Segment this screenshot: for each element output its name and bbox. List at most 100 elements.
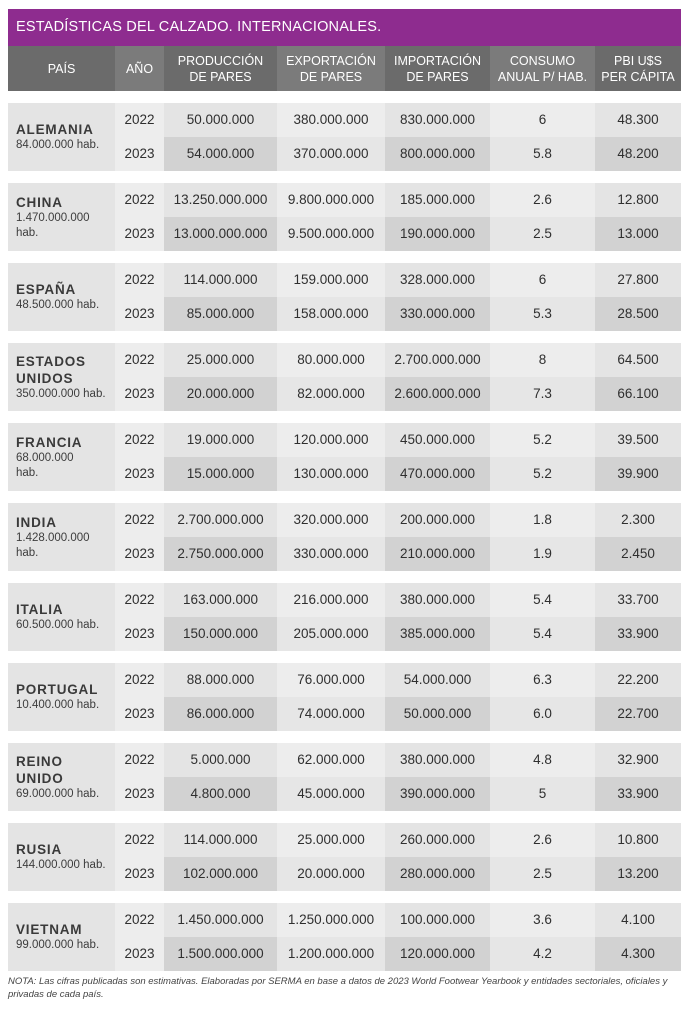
- table-row: 2023 102.000.000 20.000.000 280.000.000 2.5 1…: [8, 857, 681, 891]
- gdp-cell: 4.300: [595, 937, 681, 971]
- export-cell: 159.000.000: [277, 263, 385, 297]
- year-cell: 2022: [115, 663, 164, 697]
- consumption-cell: 8: [490, 343, 595, 377]
- table-row: 2022 25.000.000 80.000.000 2.700.000.000 8 64…: [8, 343, 681, 377]
- import-cell: 50.000.000: [385, 697, 490, 731]
- consumption-cell: 5.4: [490, 617, 595, 651]
- import-cell: 450.000.000: [385, 423, 490, 457]
- import-cell: 280.000.000: [385, 857, 490, 891]
- production-cell: 114.000.000: [164, 263, 277, 297]
- consumption-cell: 5.3: [490, 297, 595, 331]
- gdp-cell: 39.500: [595, 423, 681, 457]
- country-name: INDIA: [16, 514, 57, 530]
- year-cell: 2022: [115, 343, 164, 377]
- export-cell: 9.500.000.000: [277, 217, 385, 251]
- country-population: 99.000.000 hab.: [16, 939, 100, 951]
- header-exportacion-line1: EXPORTACIÓN: [286, 53, 376, 68]
- gdp-cell: 48.300: [595, 103, 681, 137]
- header-ano-label: AÑO: [125, 61, 154, 76]
- export-cell: 76.000.000: [277, 663, 385, 697]
- country-group: 2022 1.450.000.000 1.250.000.000 100.000.00…: [8, 903, 681, 971]
- export-cell: 380.000.000: [277, 103, 385, 137]
- header-produccion-line2: DE PARES: [189, 69, 252, 84]
- country-cell: ESTADOS UNIDOS 350.000.000 hab.: [8, 343, 115, 411]
- production-cell: 13.250.000.000: [164, 183, 277, 217]
- consumption-cell: 5.8: [490, 137, 595, 171]
- header-importacion-line2: DE PARES: [406, 69, 469, 84]
- production-cell: 5.000.000: [164, 743, 277, 777]
- consumption-cell: 6: [490, 103, 595, 137]
- country-population: 144.000.000 hab.: [16, 859, 106, 871]
- table-row: 2022 163.000.000 216.000.000 380.000.000 5.4…: [8, 583, 681, 617]
- country-cell: INDIA 1.428.000.000 hab.: [8, 503, 115, 571]
- country-group: 2022 114.000.000 25.000.000 260.000.000 2.6 1…: [8, 823, 681, 891]
- year-cell: 2022: [115, 743, 164, 777]
- table-row: 2022 5.000.000 62.000.000 380.000.000 4.8 32.…: [8, 743, 681, 777]
- table-row: 2023 15.000.000 130.000.000 470.000.000 5.2 3…: [8, 457, 681, 491]
- year-cell: 2023: [115, 777, 164, 811]
- country-population: 69.000.000 hab.: [16, 787, 100, 800]
- consumption-cell: 6: [490, 263, 595, 297]
- year-cell: 2022: [115, 423, 164, 457]
- consumption-cell: 2.6: [490, 183, 595, 217]
- consumption-cell: 5.4: [490, 583, 595, 617]
- import-cell: 100.000.000: [385, 903, 490, 937]
- country-population: 84.000.000 hab.: [16, 139, 100, 151]
- production-cell: 2.700.000.000: [164, 503, 277, 537]
- header-exportacion: EXPORTACIÓN DE PARES: [277, 46, 385, 91]
- table-row: 2023 54.000.000 370.000.000 800.000.000 5.8 4…: [8, 137, 681, 171]
- country-cell: ESPAÑA 48.500.000 hab.: [8, 263, 115, 331]
- gdp-cell: 33.900: [595, 777, 681, 811]
- consumption-cell: 6.3: [490, 663, 595, 697]
- gdp-cell: 22.200: [595, 663, 681, 697]
- country-group: 2022 25.000.000 80.000.000 2.700.000.000 8 64…: [8, 343, 681, 411]
- import-cell: 330.000.000: [385, 297, 490, 331]
- year-cell: 2023: [115, 697, 164, 731]
- table-row: 2022 13.250.000.000 9.800.000.000 185.000.0…: [8, 183, 681, 217]
- gdp-cell: 32.900: [595, 743, 681, 777]
- header-produccion: PRODUCCIÓN DE PARES: [164, 46, 277, 91]
- year-cell: 2023: [115, 537, 164, 571]
- country-group: 2022 19.000.000 120.000.000 450.000.000 5.2 3…: [8, 423, 681, 491]
- consumption-cell: 4.2: [490, 937, 595, 971]
- country-group: 2022 13.250.000.000 9.800.000.000 185.000.0…: [8, 183, 681, 251]
- country-population: 60.500.000 hab.: [16, 619, 100, 631]
- header-pbi: PBI U$S PER CÁPITA: [595, 46, 681, 91]
- country-cell: FRANCIA 68.000.000 hab.: [8, 423, 115, 491]
- country-population: 68.000.000 hab.: [16, 451, 74, 479]
- country-name: CHINA: [16, 194, 63, 210]
- export-cell: 45.000.000: [277, 777, 385, 811]
- year-cell: 2022: [115, 583, 164, 617]
- country-group: 2022 114.000.000 159.000.000 328.000.000 6 27…: [8, 263, 681, 331]
- production-cell: 163.000.000: [164, 583, 277, 617]
- export-cell: 74.000.000: [277, 697, 385, 731]
- country-cell: CHINA 1.470.000.000 hab.: [8, 183, 115, 251]
- table-row: 2023 86.000.000 74.000.000 50.000.000 6.0 22.…: [8, 697, 681, 731]
- import-cell: 800.000.000: [385, 137, 490, 171]
- year-cell: 2023: [115, 137, 164, 171]
- table-row: 2022 114.000.000 159.000.000 328.000.000 6 27…: [8, 263, 681, 297]
- table-row: 2023 20.000.000 82.000.000 2.600.000.000 7.3…: [8, 377, 681, 411]
- year-cell: 2022: [115, 903, 164, 937]
- export-cell: 25.000.000: [277, 823, 385, 857]
- country-name: ESPAÑA: [16, 282, 77, 297]
- year-cell: 2023: [115, 857, 164, 891]
- table-row: 2022 19.000.000 120.000.000 450.000.000 5.2 3…: [8, 423, 681, 457]
- header-exportacion-line2: DE PARES: [299, 69, 363, 84]
- table-row: 2022 2.700.000.000 320.000.000 200.000.000 1…: [8, 503, 681, 537]
- country-name: ESTADOS UNIDOS: [16, 353, 86, 386]
- country-cell: VIETNAM 99.000.000 hab.: [8, 903, 115, 971]
- header-pbi-line2: PER CÁPITA: [601, 69, 675, 84]
- production-cell: 2.750.000.000: [164, 537, 277, 571]
- export-cell: 320.000.000: [277, 503, 385, 537]
- consumption-cell: 3.6: [490, 903, 595, 937]
- consumption-cell: 2.5: [490, 857, 595, 891]
- import-cell: 54.000.000: [385, 663, 490, 697]
- gdp-cell: 10.800: [595, 823, 681, 857]
- table-row: 2022 114.000.000 25.000.000 260.000.000 2.6 1…: [8, 823, 681, 857]
- country-name: ITALIA: [16, 602, 64, 617]
- export-cell: 130.000.000: [277, 457, 385, 491]
- export-cell: 1.250.000.000: [277, 903, 385, 937]
- production-cell: 1.500.000.000: [164, 937, 277, 971]
- consumption-cell: 7.3: [490, 377, 595, 411]
